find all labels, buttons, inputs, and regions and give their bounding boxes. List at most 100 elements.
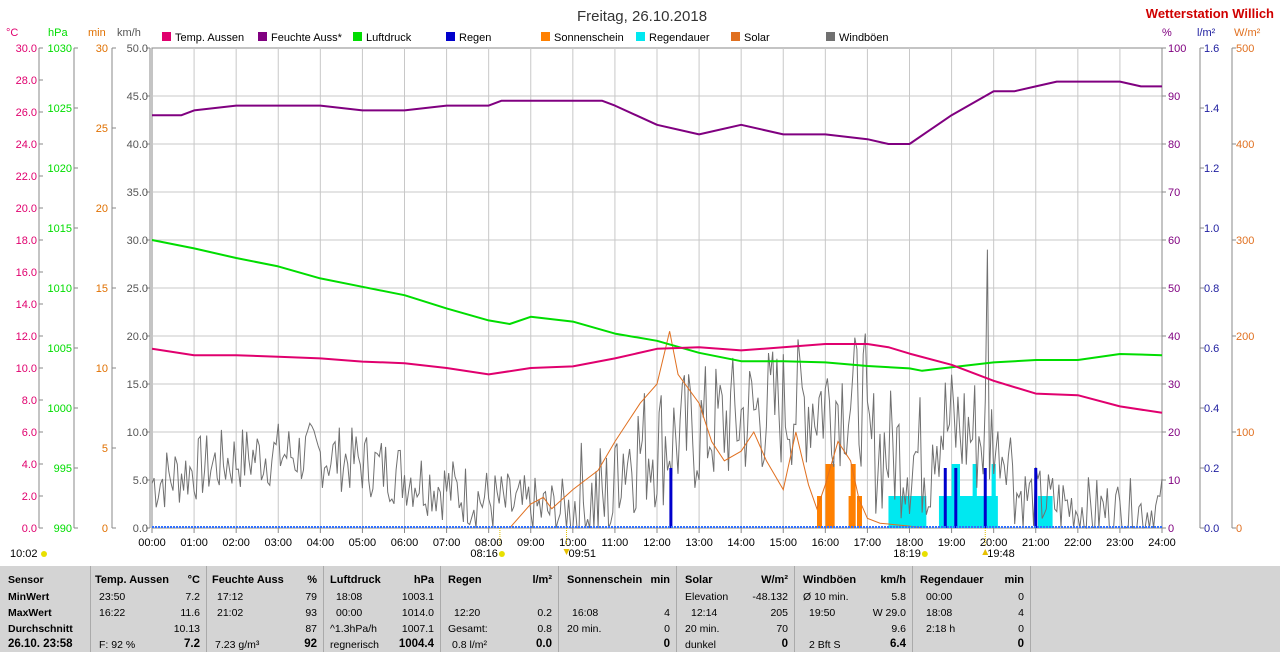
wind-axis-tick-label: 20.0 (127, 331, 148, 343)
temp-avg: 10.13 (173, 623, 200, 635)
solar-max: 205 (770, 607, 788, 619)
temp-axis-tick-label: 18.0 (16, 235, 37, 247)
rain-duration-now: 0 (1017, 638, 1024, 650)
pressure-max-time: 00:00 (336, 607, 363, 619)
solar-elevation: -48.132 (752, 591, 788, 603)
chart-title: Freitag, 26.10.2018 (577, 8, 707, 25)
temp-axis-tick-label: 28.0 (16, 75, 37, 87)
wind-axis-tick-label: 25.0 (127, 283, 148, 295)
humidity-unit: % (307, 574, 317, 586)
humidity-max-time: 21:02 (217, 607, 244, 619)
sunshine-column: Sonnenschein min 16:08 4 20 min. 0 0 (559, 566, 676, 652)
pressure-min-time: 18:08 (336, 591, 363, 603)
x-tick-label: 16:00 (812, 537, 840, 549)
solar-axis-tick-label: 100 (1236, 427, 1254, 439)
humidity-max: 93 (305, 607, 317, 619)
current-time-label: 10:02 (10, 548, 38, 560)
rain-unit: l/m² (532, 574, 552, 586)
solar-axis-tick-label: 400 (1236, 139, 1254, 151)
sunshine-bar (825, 464, 831, 528)
sunshine-avg-label: 20 min. (567, 623, 602, 635)
rain-duration-header: Regendauer (920, 574, 984, 586)
pressure-line (151, 239, 1163, 372)
row-label-min: MinWert (8, 591, 50, 603)
x-tick-label: 23:00 (1106, 537, 1134, 549)
sunshine-axis-tick-label: 30 (96, 43, 108, 55)
sunshine-axis-tick-label: 10 (96, 363, 108, 375)
solar-header: Solar (685, 574, 713, 586)
temp-unit: °C (187, 574, 200, 586)
x-tick-label: 09:00 (517, 537, 545, 549)
legend-swatch (353, 32, 362, 41)
rain-total-label: Gesamt: (448, 623, 488, 635)
sunshine-axis-tick-label: 0 (102, 523, 108, 535)
temp-max: 11.6 (180, 607, 200, 619)
x-tick-label: 22:00 (1064, 537, 1092, 549)
wind-unit: km/h (117, 27, 141, 39)
rain-axis-tick-label: 0.8 (1204, 283, 1219, 295)
pressure-axis-tick-label: 1005 (48, 343, 72, 355)
pressure-trend: ^1.3hPa/h (330, 623, 377, 635)
rain-axis-tick-label: 1.4 (1204, 103, 1219, 115)
sunset-label: 18:19 (893, 548, 921, 560)
sunshine-bar (829, 464, 835, 528)
x-tick-label: 12:00 (643, 537, 671, 549)
temp-axis-tick-label: 6.0 (22, 427, 37, 439)
humidity-header: Feuchte Auss (212, 574, 284, 586)
pressure-min: 1003.1 (401, 591, 434, 603)
marker2-label: 19:48 (987, 548, 1015, 560)
sunrise-icon (498, 551, 505, 557)
rain-bar (954, 468, 958, 528)
temp-axis-tick-label: 30.0 (16, 43, 37, 55)
sunshine-now: 0 (663, 638, 670, 650)
rain-axis-tick-label: 1.2 (1204, 163, 1219, 175)
solar-avg-label: 20 min. (685, 623, 720, 635)
wind-axis-tick-label: 45.0 (127, 91, 148, 103)
pressure-axis-tick-label: 1025 (48, 103, 72, 115)
pressure-axis-tick-label: 1000 (48, 403, 72, 415)
temp-axis-tick-label: 2.0 (22, 491, 37, 503)
solar-axis-tick-label: 500 (1236, 43, 1254, 55)
sunshine-axis-tick-label: 25 (96, 123, 108, 135)
humidity-axis-tick-label: 0 (1168, 523, 1174, 535)
humidity-axis-tick-label: 80 (1168, 139, 1180, 151)
temp-axis-tick-label: 26.0 (16, 107, 37, 119)
temp-line (151, 343, 1163, 414)
pressure-avg: 1007.1 (401, 623, 434, 635)
legend-swatch (731, 32, 740, 41)
stats-table: Sensor MinWert MaxWert Durchschnitt 26.1… (0, 566, 1280, 652)
x-tick-label: 07:00 (433, 537, 461, 549)
wind-axis-tick-label: 10.0 (127, 427, 148, 439)
humidity-axis-tick-label: 50 (1168, 283, 1180, 295)
sunshine-bar (857, 496, 862, 528)
temp-axis-tick-label: 8.0 (22, 395, 37, 407)
sunshine-header: Sonnenschein (567, 574, 643, 586)
pressure-axis-tick-label: 995 (54, 463, 72, 475)
legend-label: Solar (744, 32, 770, 44)
rain-duration-unit: min (1004, 574, 1024, 586)
humidity-min-time: 17:12 (217, 591, 244, 603)
humidity-axis-tick-label: 70 (1168, 187, 1180, 199)
legend-label: Windböen (839, 32, 889, 44)
legend-label: Feuchte Auss* (271, 32, 343, 44)
temp-axis-tick-label: 22.0 (16, 171, 37, 183)
x-tick-label: 20:00 (980, 537, 1008, 549)
wind-avg: 9.6 (891, 623, 906, 635)
solar-elevation-label: Elevation (685, 591, 729, 603)
rain-duration-avg: 0 (1018, 623, 1024, 635)
temp-now: 7.2 (184, 638, 200, 650)
humidity-column: Feuchte Auss % 17:12 79 21:02 93 87 7.23… (207, 566, 323, 652)
sunshine-unit: min (650, 574, 670, 586)
temp-axis-tick-label: 14.0 (16, 299, 37, 311)
x-tick-label: 13:00 (685, 537, 713, 549)
legend-swatch (258, 32, 267, 41)
rain-now-label: 0.8 l/m² (452, 639, 488, 651)
wind-header: Windböen (803, 574, 857, 586)
pressure-axis-tick-label: 1015 (48, 223, 72, 235)
legend-swatch (446, 32, 455, 41)
pressure-column: Luftdruck hPa 18:08 1003.1 00:00 1014.0 … (324, 566, 440, 652)
temp-now-label: F: 92 % (99, 639, 136, 651)
temp-max-time: 16:22 (99, 607, 126, 619)
pressure-max: 1014.0 (401, 607, 434, 619)
x-tick-label: 03:00 (264, 537, 292, 549)
